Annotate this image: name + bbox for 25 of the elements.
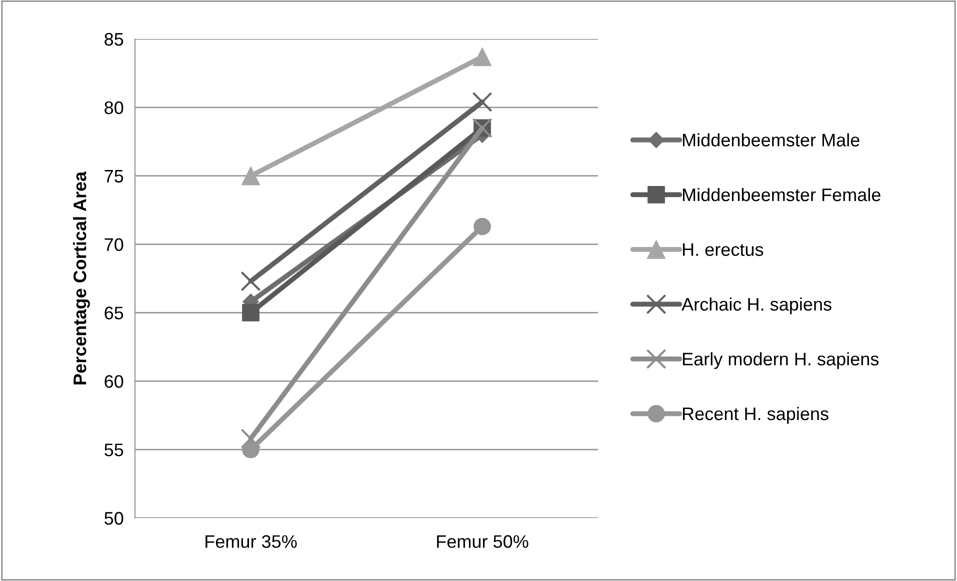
point xyxy=(472,92,492,112)
x-tick-label: Femur 50% xyxy=(437,535,528,548)
legend-label: Early modern H. sapiens xyxy=(683,352,879,370)
legend-label: Recent H. sapiens xyxy=(683,406,828,424)
y-tick-label: 55 xyxy=(104,444,124,456)
y-tick-label: 65 xyxy=(104,306,124,320)
point xyxy=(240,271,261,292)
y-tick-label: 60 xyxy=(104,375,124,388)
y-tick-label: 85 xyxy=(104,32,124,46)
y-tick-label: 75 xyxy=(104,170,124,183)
point xyxy=(240,428,261,449)
point xyxy=(472,47,492,66)
legend-label: Middenbeemster Male xyxy=(683,133,860,146)
point xyxy=(474,218,491,236)
legend-label: Archaic H. sapiens xyxy=(682,297,832,314)
legend-label: H. erectus xyxy=(683,243,764,256)
x-tick-label: Femur 35% xyxy=(206,535,297,548)
y-axis-title: Percentage Cortical Area xyxy=(73,171,90,384)
point xyxy=(242,304,260,322)
point xyxy=(241,166,260,186)
point xyxy=(242,440,260,458)
legend-label: Middenbeemster Female xyxy=(683,188,880,202)
y-tick-label: 50 xyxy=(104,512,124,525)
y-tick-label: 80 xyxy=(104,101,124,114)
y-tick-label: 70 xyxy=(104,238,124,252)
